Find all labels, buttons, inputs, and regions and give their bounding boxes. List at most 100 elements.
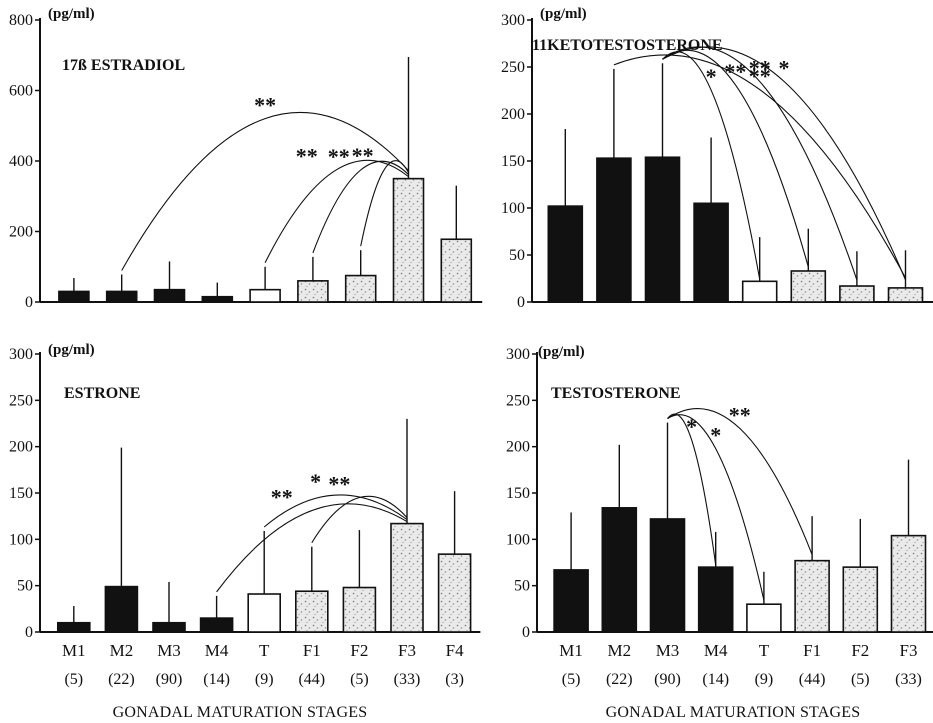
x-category-label: M4 xyxy=(704,641,728,660)
sample-count-label: (33) xyxy=(895,671,922,688)
y-tick-label: 300 xyxy=(506,346,530,363)
bar-M3 xyxy=(153,288,186,303)
x-axis-categories: M1 (5) M2 (22) M3 (90) M4 (14) T (9) F1 (44) F2 (5) F3… xyxy=(559,641,922,688)
bar-F4 xyxy=(440,238,473,303)
bar-T xyxy=(249,288,281,303)
bar-M3 xyxy=(644,156,681,303)
x-category-label: M2 xyxy=(110,641,134,660)
y-unit-label: (pg/ml) xyxy=(538,344,585,360)
bar-F2 xyxy=(839,285,875,303)
sample-count-label: (44) xyxy=(799,671,826,688)
bar-M1 xyxy=(553,569,589,633)
y-unit-label: (pg/ml) xyxy=(48,342,95,358)
x-axis-title: GONADAL MATURATION STAGES xyxy=(113,704,368,721)
bar-M4 xyxy=(697,566,734,633)
bar-M4 xyxy=(693,202,729,303)
panel-title: 11KETOTESTOSTERONE xyxy=(532,37,723,54)
significance-label: ** xyxy=(271,485,293,510)
x-category-label: F2 xyxy=(350,641,368,660)
sample-count-label: (9) xyxy=(755,671,774,688)
x-category-label: M1 xyxy=(559,641,583,660)
significance-label: ** xyxy=(254,93,276,118)
significance-arc xyxy=(216,503,408,593)
significance-arc xyxy=(312,160,409,254)
significance-arc xyxy=(662,46,907,281)
bar-M1 xyxy=(58,290,90,303)
y-tick-label: 100 xyxy=(9,531,33,548)
x-category-label: F3 xyxy=(900,641,918,660)
y-tick-label: 0 xyxy=(517,294,525,311)
bar-F2 xyxy=(842,566,879,633)
bar-M2 xyxy=(105,290,138,303)
y-tick-label: 0 xyxy=(25,294,33,311)
x-category-label: M3 xyxy=(656,641,680,660)
significance-label: ** xyxy=(352,143,374,168)
x-category-label: F2 xyxy=(851,641,869,660)
sample-count-label: (22) xyxy=(606,671,633,688)
bar-M2 xyxy=(104,585,139,633)
significance-label: * xyxy=(310,469,321,494)
sample-count-label: (44) xyxy=(298,671,325,688)
y-axis: 0 50 100 150 200 250 300 xyxy=(506,346,933,641)
sample-count-label: (5) xyxy=(851,671,870,688)
significance-label: * xyxy=(706,64,717,89)
y-tick-label: 250 xyxy=(506,392,530,409)
x-category-label: M3 xyxy=(157,641,181,660)
significance-label: ** xyxy=(749,64,771,89)
chart-panel-testosterone: (pg/ml) TESTOSTERONE 050100150200250300 … xyxy=(506,344,933,721)
significance-arc xyxy=(263,494,408,528)
y-tick-label: 600 xyxy=(9,83,33,100)
x-category-label: T xyxy=(259,641,270,660)
significance-annotations: ******** xyxy=(121,93,409,271)
significance-arc xyxy=(121,111,409,271)
significance-label: ** xyxy=(749,55,771,80)
bar-F1 xyxy=(297,280,329,303)
bar-M4 xyxy=(201,295,234,303)
y-tick-label: 200 xyxy=(506,439,530,456)
x-category-label: F1 xyxy=(303,641,321,660)
panel-title: TESTOSTERONE xyxy=(551,385,681,402)
bar-M3 xyxy=(152,621,186,633)
panel-title: ESTRONE xyxy=(64,385,140,402)
bar-F1 xyxy=(294,590,329,633)
x-category-label: M1 xyxy=(62,641,86,660)
y-tick-label: 0 xyxy=(522,624,530,641)
sample-count-label: (9) xyxy=(255,671,274,688)
x-category-label: M4 xyxy=(205,641,229,660)
panel-title: 17ß ESTRADIOL xyxy=(62,57,185,74)
significance-annotations: *** ** xyxy=(216,469,408,593)
significance-arc xyxy=(667,413,717,566)
sample-count-label: (5) xyxy=(64,671,83,688)
bar-M1 xyxy=(56,621,91,633)
x-category-label: T xyxy=(759,641,770,660)
y-tick-label: 50 xyxy=(514,578,530,595)
bar-F2 xyxy=(342,586,377,633)
x-axis-categories: M1 (5) M2 (22) M3 (90) M4 (14) T (9) F1 (44) F2 (5) F3… xyxy=(62,641,464,688)
y-tick-label: 100 xyxy=(501,200,525,217)
y-tick-label: 100 xyxy=(506,531,530,548)
sample-count-label: (90) xyxy=(156,671,183,688)
bar-group xyxy=(58,57,473,303)
y-tick-label: 200 xyxy=(501,106,525,123)
y-tick-label: 200 xyxy=(9,439,33,456)
y-tick-label: 0 xyxy=(25,624,33,641)
bar-F4 xyxy=(437,553,472,633)
sample-count-label: (3) xyxy=(445,671,464,688)
significance-label: ** xyxy=(296,144,318,169)
y-unit-label: (pg/ml) xyxy=(48,6,95,22)
chart-panel-11-ketotestosterone: (pg/ml) 11KETOTESTOSTERONE 0 50 100 150 200 2… xyxy=(501,6,933,311)
y-tick-label: 150 xyxy=(9,485,33,502)
significance-label: * xyxy=(710,423,721,448)
bar-F3 xyxy=(887,287,924,303)
significance-arc xyxy=(662,46,858,281)
sample-count-label: (5) xyxy=(562,671,581,688)
significance-annotations: * *** xyxy=(667,402,813,601)
significance-arc xyxy=(613,54,906,279)
bar-group xyxy=(553,422,927,633)
significance-label: ** xyxy=(729,402,751,427)
bar-M2 xyxy=(596,157,632,303)
significance-annotations: ******** xyxy=(613,46,907,281)
bar-M2 xyxy=(601,507,638,633)
